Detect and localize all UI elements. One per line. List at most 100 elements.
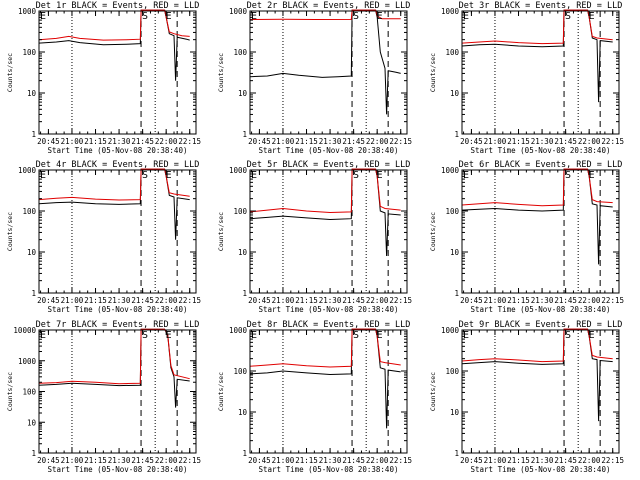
x-tick-label: 21:30 — [319, 137, 342, 146]
panel-title: Det 6r BLACK = Events, RED = LLD — [459, 160, 623, 170]
x-tick-label: 20:45 — [460, 456, 483, 465]
x-tick-label: 21:15 — [84, 456, 107, 465]
x-tick-label: 20:45 — [37, 137, 60, 146]
x-axis-label: Start Time (05-Nov-08 20:38:40) — [259, 305, 399, 314]
y-tick-label: 1000 — [229, 166, 248, 175]
x-tick-label: 21:00 — [272, 456, 295, 465]
x-tick-label: 22:15 — [178, 456, 201, 465]
panel-title: Det 5r BLACK = Events, RED = LLD — [247, 160, 411, 170]
plot-frame — [249, 329, 408, 454]
y-tick-label: 100 — [445, 207, 459, 216]
marker-label: S — [142, 330, 148, 341]
x-tick-label: 22:00 — [366, 137, 389, 146]
x-axis-label: Start Time (05-Nov-08 20:38:40) — [259, 465, 399, 474]
lld-series-line — [250, 328, 401, 368]
marker-label: E — [166, 170, 172, 181]
x-axis-label: Start Time (05-Nov-08 20:38:40) — [48, 465, 188, 474]
marker-label: E — [463, 11, 469, 22]
y-tick-label: 100 — [22, 48, 36, 57]
x-tick-label: 22:00 — [366, 456, 389, 465]
series-group — [250, 168, 401, 257]
lld-series-line — [39, 168, 190, 201]
x-tick-label: 20:45 — [37, 456, 60, 465]
y-tick-label: 1 — [31, 289, 36, 298]
x-tick-label: 21:45 — [554, 137, 577, 146]
marker-label: E — [377, 170, 383, 181]
x-tick-label: 21:30 — [108, 456, 131, 465]
plot-frame — [38, 329, 197, 454]
x-axis-label: Start Time (05-Nov-08 20:38:40) — [471, 305, 611, 314]
x-tick-label: 20:45 — [460, 296, 483, 305]
x-tick-label: 21:30 — [319, 456, 342, 465]
x-tick-label: 21:30 — [531, 456, 554, 465]
y-axis-label: Counts/sec — [6, 53, 14, 92]
y-tick-label: 100 — [445, 367, 459, 376]
panel-title: Det 4r BLACK = Events, RED = LLD — [36, 160, 200, 170]
y-axis-label: Counts/sec — [217, 372, 225, 411]
y-tick-label: 100 — [445, 48, 459, 57]
y-tick-label: 100 — [233, 48, 247, 57]
x-axis-label: Start Time (05-Nov-08 20:38:40) — [259, 146, 399, 155]
marker-label: E — [40, 170, 46, 181]
marker-label: S — [142, 170, 148, 181]
x-axis-label: Start Time (05-Nov-08 20:38:40) — [48, 305, 188, 314]
series-group — [462, 9, 613, 103]
x-tick-label: 22:15 — [389, 456, 412, 465]
x-tick-label: 22:00 — [155, 137, 178, 146]
marker-label: E — [166, 330, 172, 341]
events-series-line — [250, 9, 401, 115]
y-tick-label: 10 — [27, 89, 37, 98]
x-tick-label: 22:15 — [389, 137, 412, 146]
y-tick-label: 10 — [27, 248, 37, 257]
x-tick-label: 21:45 — [131, 296, 154, 305]
x-tick-label: 20:45 — [248, 296, 271, 305]
plot-frame — [249, 169, 408, 294]
plot-frame — [461, 329, 620, 454]
marker-label: S — [565, 11, 571, 22]
x-tick-label: 22:15 — [601, 137, 624, 146]
panel-title: Det 2r BLACK = Events, RED = LLD — [247, 1, 411, 11]
panel-title: Det 3r BLACK = Events, RED = LLD — [459, 1, 623, 11]
y-tick-label: 1000 — [441, 7, 460, 16]
y-tick-label: 10000 — [13, 326, 36, 335]
plot-frame — [461, 10, 620, 135]
y-tick-label: 10 — [238, 408, 248, 417]
y-tick-label: 1000 — [441, 166, 460, 175]
series-group — [39, 9, 190, 81]
marker-label: E — [589, 170, 595, 181]
x-tick-label: 21:15 — [507, 137, 530, 146]
lld-series-line — [462, 328, 613, 363]
marker-label: S — [353, 330, 359, 341]
plot-frame — [249, 10, 408, 135]
lld-series-line — [462, 9, 613, 45]
marker-label: S — [565, 170, 571, 181]
y-tick-label: 10 — [450, 248, 460, 257]
x-tick-label: 22:00 — [155, 456, 178, 465]
x-tick-label: 20:45 — [37, 296, 60, 305]
marker-label: E — [251, 170, 257, 181]
x-tick-label: 21:15 — [295, 296, 318, 305]
x-tick-label: 21:45 — [554, 296, 577, 305]
marker-label: E — [589, 11, 595, 22]
marker-label: E — [377, 330, 383, 341]
x-tick-label: 21:00 — [61, 456, 84, 465]
y-tick-label: 1 — [454, 449, 459, 458]
x-tick-label: 21:45 — [342, 456, 365, 465]
x-tick-label: 22:00 — [578, 137, 601, 146]
x-axis-label: Start Time (05-Nov-08 20:38:40) — [48, 146, 188, 155]
y-tick-label: 1 — [242, 449, 247, 458]
y-tick-label: 10 — [450, 89, 460, 98]
plot-frame — [38, 169, 197, 294]
x-tick-label: 21:30 — [108, 296, 131, 305]
x-tick-label: 21:30 — [531, 137, 554, 146]
x-tick-label: 21:00 — [484, 456, 507, 465]
x-tick-label: 21:30 — [319, 296, 342, 305]
x-tick-label: 21:00 — [484, 296, 507, 305]
events-series-line — [39, 328, 190, 408]
marker-label: E — [40, 330, 46, 341]
x-tick-label: 21:30 — [531, 296, 554, 305]
